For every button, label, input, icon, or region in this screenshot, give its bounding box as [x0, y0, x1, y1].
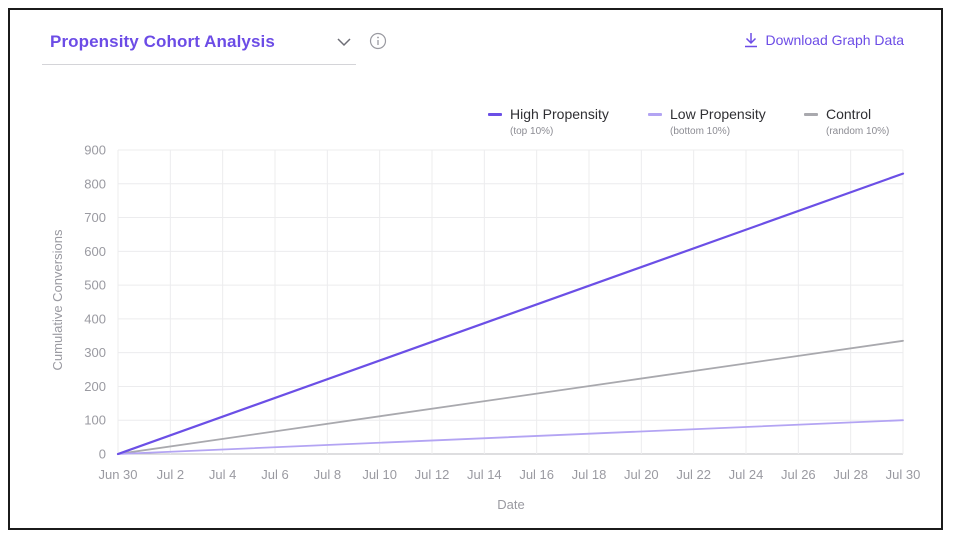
- x-tick-label: Jul 16: [519, 467, 554, 482]
- x-axis-ticks: Jun 30 Jul 2 Jul 4 Jul 6 Jul 8 Jul 10 Jul 12 Ju…: [98, 467, 920, 482]
- x-tick-label: Jul 18: [572, 467, 607, 482]
- download-graph-data-label: Download Graph Data: [765, 32, 904, 48]
- legend-label-control: Control: [826, 106, 872, 122]
- x-tick-label: Jul 8: [314, 467, 341, 482]
- x-tick-label: Jul 26: [781, 467, 816, 482]
- y-tick-label: 400: [84, 311, 106, 326]
- y-tick-label: 100: [84, 413, 106, 428]
- info-icon[interactable]: [369, 32, 387, 50]
- cohort-analysis-dropdown[interactable]: Propensity Cohort Analysis: [42, 26, 356, 65]
- chart-series: [116, 172, 905, 456]
- y-tick-label: 300: [84, 345, 106, 360]
- y-tick-label: 600: [84, 244, 106, 259]
- legend-item-high-propensity[interactable]: High Propensity (top 10%): [488, 106, 609, 137]
- y-tick-label: 500: [84, 278, 106, 293]
- x-tick-label: Jul 20: [624, 467, 659, 482]
- chevron-down-icon: [337, 38, 351, 47]
- chart-grid: [117, 149, 904, 455]
- series-line-low-propensity: [117, 419, 904, 455]
- x-tick-label: Jul 24: [729, 467, 764, 482]
- download-icon: [745, 33, 758, 48]
- x-tick-label: Jul 2: [157, 467, 184, 482]
- legend-label-low: Low Propensity: [670, 106, 766, 122]
- y-axis-label: Cumulative Conversions: [50, 229, 65, 370]
- series-line-control: [117, 339, 904, 455]
- y-tick-label: 200: [84, 379, 106, 394]
- legend-sub-high: (top 10%): [510, 126, 554, 137]
- x-tick-label: Jul 22: [676, 467, 711, 482]
- legend-item-control[interactable]: Control (random 10%): [804, 106, 889, 137]
- x-tick-label: Jul 12: [415, 467, 450, 482]
- x-tick-label: Jul 4: [209, 467, 236, 482]
- legend-swatch-low: [648, 112, 662, 116]
- legend-item-low-propensity[interactable]: Low Propensity (bottom 10%): [648, 106, 766, 137]
- chart-card: [8, 8, 943, 530]
- y-axis-ticks: 0 100 200 300 400 500 600 700 800 900: [84, 143, 106, 462]
- y-tick-label: 700: [84, 210, 106, 225]
- x-axis-label: Date: [497, 497, 524, 512]
- download-graph-data-link[interactable]: Download Graph Data: [743, 32, 904, 48]
- legend-swatch-high: [488, 112, 502, 116]
- y-tick-label: 800: [84, 176, 106, 191]
- legend-sub-control: (random 10%): [826, 126, 890, 137]
- y-tick-label: 0: [99, 447, 106, 462]
- x-tick-label: Jun 30: [98, 467, 137, 482]
- legend-label-high: High Propensity: [510, 106, 609, 122]
- x-tick-label: Jul 28: [833, 467, 868, 482]
- legend-sub-low: (bottom 10%): [670, 126, 731, 137]
- x-tick-label: Jul 10: [362, 467, 397, 482]
- cohort-analysis-dropdown-label: Propensity Cohort Analysis: [50, 32, 275, 51]
- series-line-high-propensity: [116, 172, 905, 456]
- x-tick-label: Jul 14: [467, 467, 502, 482]
- legend-swatch-control: [804, 112, 818, 116]
- x-tick-label: Jul 30: [886, 467, 921, 482]
- y-tick-label: 900: [84, 143, 106, 158]
- x-tick-label: Jul 6: [261, 467, 288, 482]
